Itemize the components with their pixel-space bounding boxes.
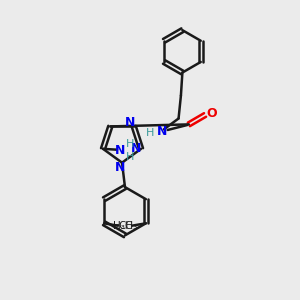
Text: N: N	[115, 144, 125, 157]
Text: H: H	[126, 139, 135, 149]
Text: CH₃: CH₃	[118, 221, 137, 231]
Text: N: N	[125, 116, 136, 128]
Text: N: N	[157, 125, 168, 138]
Text: H: H	[126, 152, 135, 162]
Text: O: O	[206, 107, 217, 120]
Text: N: N	[130, 142, 141, 155]
Text: H: H	[146, 128, 154, 138]
Text: H₃C: H₃C	[113, 221, 132, 231]
Text: N: N	[116, 161, 126, 175]
